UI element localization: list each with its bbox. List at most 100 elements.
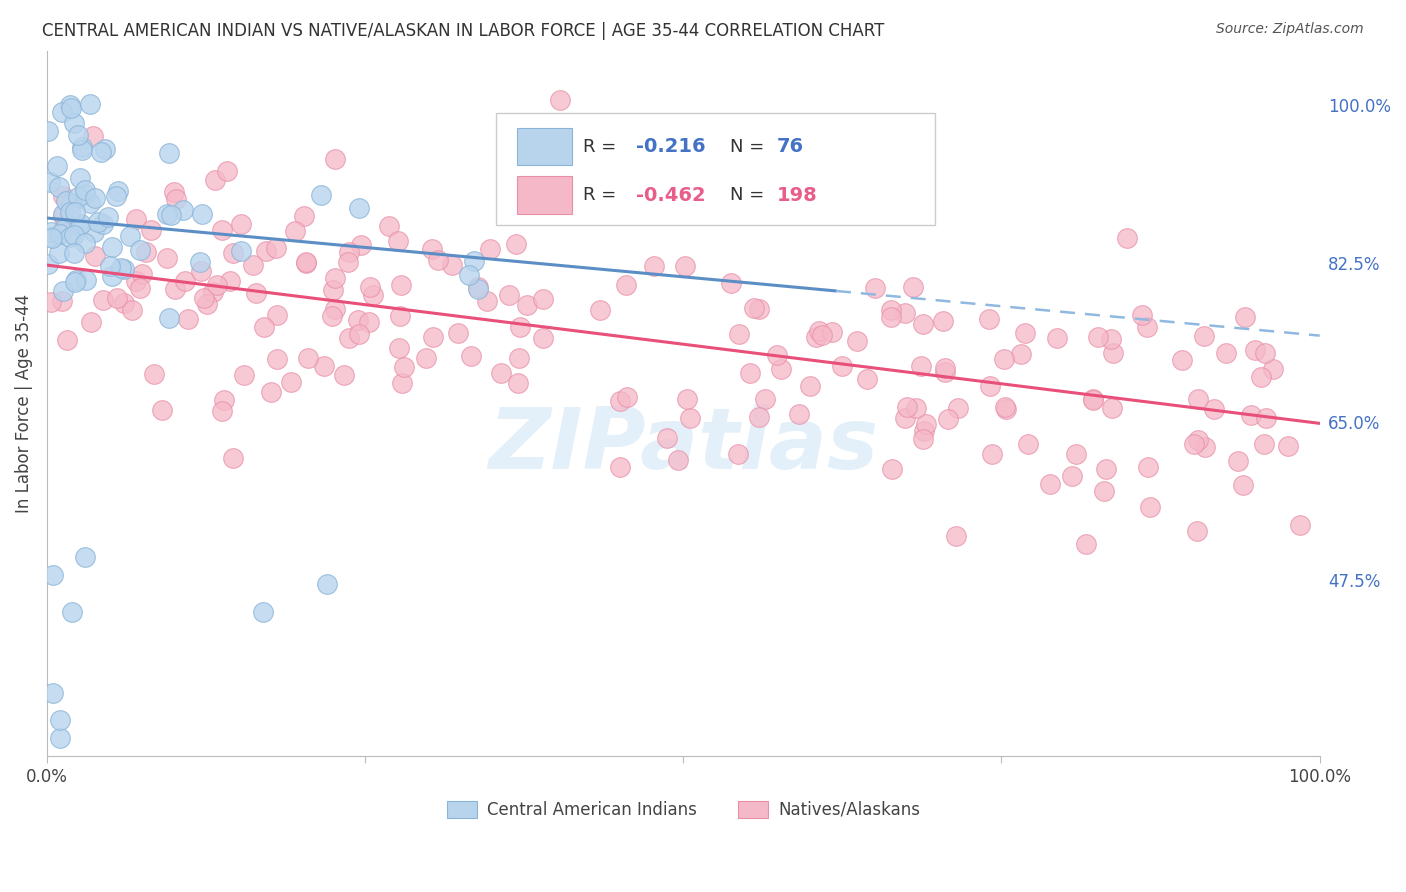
Point	[104, 189, 127, 203]
Point	[66, 189, 89, 203]
Point	[1087, 330, 1109, 344]
Point	[260, 385, 283, 400]
Point	[1046, 331, 1069, 345]
Text: R =: R =	[582, 137, 621, 156]
Point	[912, 433, 935, 447]
Point	[945, 529, 967, 543]
Point	[378, 219, 401, 233]
Point	[977, 311, 1000, 326]
Point	[357, 315, 380, 329]
Point	[150, 403, 173, 417]
Point	[42, 568, 65, 582]
Point	[75, 273, 97, 287]
Point	[156, 207, 179, 221]
Point	[91, 217, 114, 231]
Point	[388, 341, 411, 355]
Point	[489, 366, 512, 380]
Point	[676, 392, 699, 406]
Point	[679, 411, 702, 425]
Point	[193, 291, 215, 305]
Point	[100, 240, 122, 254]
Point	[188, 254, 211, 268]
Point	[458, 268, 481, 282]
Point	[118, 229, 141, 244]
Point	[894, 306, 917, 320]
Point	[467, 279, 489, 293]
Point	[336, 254, 359, 268]
Point	[1081, 392, 1104, 407]
Point	[936, 412, 959, 426]
Text: Source: ZipAtlas.com: Source: ZipAtlas.com	[1216, 22, 1364, 37]
Point	[201, 285, 224, 299]
Point	[1081, 392, 1104, 406]
Text: N =: N =	[731, 137, 770, 156]
Point	[94, 142, 117, 156]
Point	[810, 327, 832, 342]
Point	[309, 188, 332, 202]
Point	[242, 258, 264, 272]
Point	[460, 349, 482, 363]
Point	[59, 205, 82, 219]
Point	[48, 179, 70, 194]
Point	[107, 184, 129, 198]
FancyBboxPatch shape	[517, 128, 571, 166]
Point	[165, 192, 187, 206]
Point	[42, 686, 65, 700]
Point	[112, 296, 135, 310]
Point	[391, 376, 413, 391]
Point	[1170, 353, 1192, 368]
Point	[1192, 329, 1215, 343]
Point	[994, 400, 1017, 414]
Point	[70, 143, 93, 157]
Point	[1132, 308, 1154, 322]
Point	[337, 245, 360, 260]
Point	[59, 98, 82, 112]
Text: N =: N =	[731, 186, 770, 204]
Point	[799, 379, 821, 393]
Point	[422, 242, 444, 256]
Point	[314, 359, 336, 373]
Point	[172, 202, 194, 217]
Point	[1182, 437, 1205, 451]
Point	[931, 314, 953, 328]
Point	[110, 260, 132, 275]
Point	[1076, 537, 1098, 551]
Point	[1232, 478, 1254, 492]
Point	[389, 278, 412, 293]
Point	[55, 194, 77, 209]
Point	[1014, 326, 1036, 341]
Point	[1060, 468, 1083, 483]
Point	[387, 234, 409, 248]
Point	[1092, 483, 1115, 498]
Point	[266, 241, 288, 255]
Point	[347, 201, 370, 215]
Point	[1250, 370, 1272, 384]
Point	[1139, 500, 1161, 515]
Point	[508, 376, 530, 390]
Point	[160, 208, 183, 222]
Point	[808, 324, 831, 338]
Point	[253, 319, 276, 334]
Point	[59, 230, 82, 244]
Point	[280, 375, 302, 389]
Point	[744, 301, 766, 316]
Point	[333, 368, 356, 383]
Point	[804, 330, 827, 344]
Point	[415, 351, 437, 365]
Point	[96, 210, 118, 224]
Point	[1137, 460, 1160, 475]
Point	[880, 310, 903, 325]
Point	[53, 222, 76, 236]
Point	[294, 254, 316, 268]
Point	[139, 223, 162, 237]
Point	[880, 303, 903, 318]
Point	[1261, 362, 1284, 376]
Point	[1094, 462, 1116, 476]
Point	[73, 183, 96, 197]
Point	[388, 309, 411, 323]
Point	[128, 243, 150, 257]
Point	[516, 298, 538, 312]
Point	[105, 291, 128, 305]
Point	[195, 297, 218, 311]
Point	[191, 207, 214, 221]
